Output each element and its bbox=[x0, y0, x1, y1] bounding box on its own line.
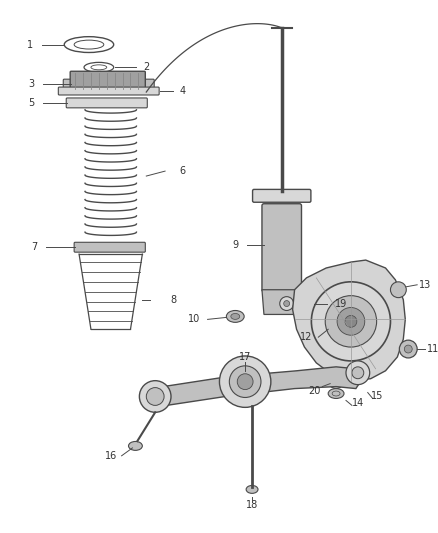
Circle shape bbox=[280, 297, 293, 311]
Text: 5: 5 bbox=[28, 98, 35, 108]
FancyBboxPatch shape bbox=[253, 189, 311, 202]
Text: 12: 12 bbox=[300, 332, 313, 342]
Text: 3: 3 bbox=[28, 79, 35, 89]
Text: 18: 18 bbox=[246, 500, 258, 510]
Ellipse shape bbox=[128, 441, 142, 450]
Circle shape bbox=[352, 367, 364, 379]
Ellipse shape bbox=[328, 389, 344, 399]
Text: 14: 14 bbox=[352, 398, 364, 408]
Text: 16: 16 bbox=[105, 451, 117, 461]
Text: 10: 10 bbox=[187, 314, 200, 325]
FancyBboxPatch shape bbox=[74, 243, 145, 252]
Text: 9: 9 bbox=[232, 240, 238, 251]
Text: 7: 7 bbox=[32, 242, 38, 252]
Circle shape bbox=[345, 316, 357, 327]
Circle shape bbox=[219, 356, 271, 407]
Text: 20: 20 bbox=[308, 385, 321, 395]
Text: 1: 1 bbox=[27, 39, 33, 50]
Circle shape bbox=[284, 301, 290, 306]
Text: 6: 6 bbox=[180, 166, 186, 176]
Circle shape bbox=[325, 296, 377, 347]
Circle shape bbox=[390, 282, 406, 297]
Polygon shape bbox=[150, 367, 364, 406]
Circle shape bbox=[139, 381, 171, 413]
Circle shape bbox=[237, 374, 253, 390]
Text: 8: 8 bbox=[170, 295, 176, 305]
FancyBboxPatch shape bbox=[66, 98, 147, 108]
FancyBboxPatch shape bbox=[63, 79, 154, 89]
Text: 19: 19 bbox=[335, 298, 347, 309]
Text: 17: 17 bbox=[239, 352, 251, 362]
Text: 11: 11 bbox=[427, 344, 438, 354]
FancyBboxPatch shape bbox=[70, 71, 145, 91]
FancyBboxPatch shape bbox=[58, 87, 159, 95]
Circle shape bbox=[299, 297, 312, 311]
Ellipse shape bbox=[246, 486, 258, 494]
FancyBboxPatch shape bbox=[262, 204, 301, 292]
Text: 4: 4 bbox=[180, 86, 186, 96]
Circle shape bbox=[311, 282, 390, 361]
Polygon shape bbox=[262, 290, 305, 314]
Ellipse shape bbox=[226, 311, 244, 322]
Text: 15: 15 bbox=[371, 392, 384, 401]
Circle shape bbox=[346, 361, 370, 385]
Circle shape bbox=[404, 345, 412, 353]
Circle shape bbox=[399, 340, 417, 358]
Circle shape bbox=[328, 373, 344, 389]
Circle shape bbox=[337, 308, 365, 335]
Text: 13: 13 bbox=[419, 280, 431, 290]
Circle shape bbox=[146, 387, 164, 406]
Ellipse shape bbox=[231, 313, 240, 319]
Circle shape bbox=[230, 366, 261, 398]
Polygon shape bbox=[293, 260, 405, 381]
Text: 2: 2 bbox=[143, 62, 149, 72]
